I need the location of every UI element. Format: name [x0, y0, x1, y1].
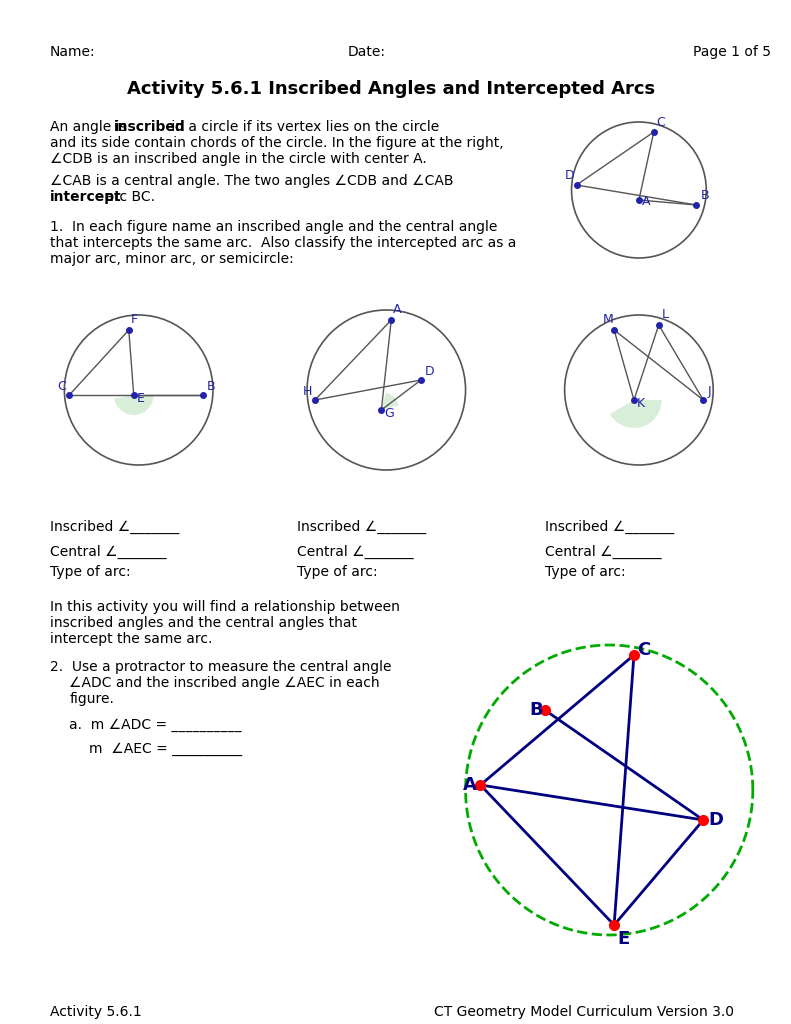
Text: m  ∠AEC = __________: m ∠AEC = __________	[89, 742, 242, 756]
Text: Activity 5.6.1: Activity 5.6.1	[50, 1005, 142, 1019]
Text: B: B	[529, 701, 543, 719]
Wedge shape	[381, 392, 399, 410]
Text: Inscribed ∠_______: Inscribed ∠_______	[545, 520, 674, 535]
Text: intercept the same arc.: intercept the same arc.	[50, 632, 212, 646]
Text: J: J	[707, 385, 711, 398]
Text: 2.  Use a protractor to measure the central angle: 2. Use a protractor to measure the centr…	[50, 660, 391, 674]
Text: ∠CAB is a central angle. The two angles ∠CDB and ∠CAB: ∠CAB is a central angle. The two angles …	[50, 174, 453, 188]
Text: D: D	[425, 365, 434, 378]
Text: C: C	[657, 116, 665, 129]
Text: B: B	[700, 189, 709, 202]
Text: intercept: intercept	[50, 190, 121, 204]
Text: E: E	[617, 930, 630, 948]
Text: A: A	[393, 303, 402, 316]
Text: L: L	[662, 308, 668, 321]
Text: inscribed angles and the central angles that: inscribed angles and the central angles …	[50, 616, 357, 630]
Text: and its side contain chords of the circle. In the figure at the right,: and its side contain chords of the circl…	[50, 136, 503, 150]
Text: Type of arc:: Type of arc:	[50, 565, 131, 579]
Text: Central ∠_______: Central ∠_______	[545, 545, 661, 559]
Text: ∠ADC and the inscribed angle ∠AEC in each: ∠ADC and the inscribed angle ∠AEC in eac…	[70, 676, 380, 690]
Text: A: A	[463, 776, 476, 794]
Text: F: F	[131, 313, 138, 326]
Text: E: E	[137, 392, 145, 406]
Text: figure.: figure.	[70, 692, 114, 706]
Text: ∠CDB is an inscribed angle in the circle with center A.: ∠CDB is an inscribed angle in the circle…	[50, 152, 426, 166]
Text: G: G	[384, 407, 394, 420]
Text: Activity 5.6.1 Inscribed Angles and Intercepted Arcs: Activity 5.6.1 Inscribed Angles and Inte…	[127, 80, 655, 98]
Text: M: M	[602, 313, 613, 326]
Text: inscribed: inscribed	[114, 120, 186, 134]
Text: Name:: Name:	[50, 45, 95, 59]
Text: Central ∠_______: Central ∠_______	[297, 545, 414, 559]
Text: major arc, minor arc, or semicircle:: major arc, minor arc, or semicircle:	[50, 252, 293, 266]
Text: B: B	[207, 380, 216, 393]
Text: C: C	[637, 641, 650, 659]
Text: Date:: Date:	[347, 45, 385, 59]
Wedge shape	[610, 400, 662, 428]
Text: Inscribed ∠_______: Inscribed ∠_______	[50, 520, 179, 535]
Text: K: K	[637, 397, 645, 410]
Text: D: D	[708, 811, 723, 829]
Text: Type of arc:: Type of arc:	[545, 565, 626, 579]
Text: a.  m ∠ADC = __________: a. m ∠ADC = __________	[70, 718, 242, 732]
Text: Inscribed ∠_______: Inscribed ∠_______	[297, 520, 426, 535]
Text: Page 1 of 5: Page 1 of 5	[694, 45, 771, 59]
Wedge shape	[114, 395, 153, 415]
Text: C: C	[58, 380, 66, 393]
Text: An angle is: An angle is	[50, 120, 131, 134]
Text: Central ∠_______: Central ∠_______	[50, 545, 166, 559]
Text: arc BC.: arc BC.	[101, 190, 155, 204]
Text: A: A	[642, 195, 650, 208]
Text: in a circle if its vertex lies on the circle: in a circle if its vertex lies on the ci…	[168, 120, 440, 134]
Text: H: H	[303, 385, 312, 398]
Text: CT Geometry Model Curriculum Version 3.0: CT Geometry Model Curriculum Version 3.0	[434, 1005, 734, 1019]
Text: that intercepts the same arc.  Also classify the intercepted arc as a: that intercepts the same arc. Also class…	[50, 236, 516, 250]
Text: 1.  In each figure name an inscribed angle and the central angle: 1. In each figure name an inscribed angl…	[50, 220, 497, 234]
Text: Type of arc:: Type of arc:	[297, 565, 378, 579]
Text: In this activity you will find a relationship between: In this activity you will find a relatio…	[50, 600, 399, 614]
Text: D: D	[565, 169, 574, 182]
